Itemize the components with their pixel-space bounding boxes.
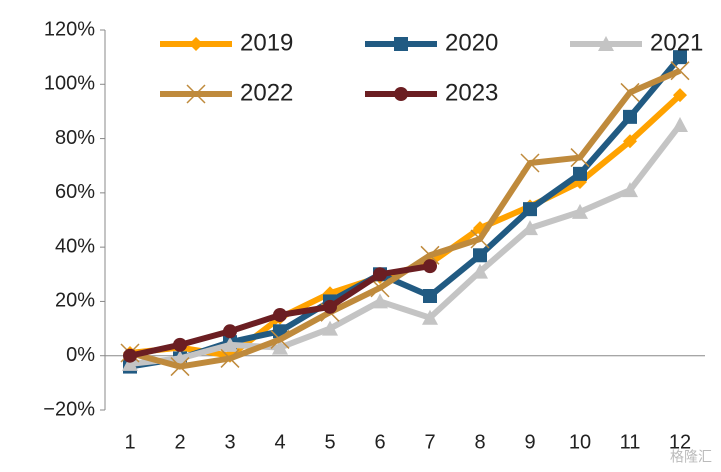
x-tick-label: 10 <box>569 431 591 453</box>
y-tick-label: 20% <box>55 290 95 312</box>
marker <box>570 148 590 168</box>
marker <box>222 336 238 352</box>
marker <box>623 134 637 149</box>
marker <box>273 308 287 322</box>
legend-label: 2019 <box>240 29 293 56</box>
legend-label: 2021 <box>650 29 703 56</box>
marker <box>422 309 438 325</box>
x-tick-label: 3 <box>224 431 235 453</box>
marker <box>470 229 490 249</box>
marker <box>420 245 440 265</box>
marker <box>473 248 487 263</box>
marker <box>186 84 206 104</box>
marker <box>272 339 288 355</box>
watermark: 格隆汇 <box>670 449 712 465</box>
series-line <box>129 55 683 370</box>
marker <box>673 50 687 65</box>
marker <box>270 329 290 349</box>
marker <box>373 267 387 282</box>
marker <box>394 87 408 101</box>
x-tick-label: 6 <box>374 431 385 453</box>
marker <box>189 37 203 51</box>
x-tick-label: 7 <box>424 431 435 453</box>
legend-label: 2023 <box>445 79 498 106</box>
marker <box>620 82 640 102</box>
marker <box>598 36 614 51</box>
marker <box>672 117 688 132</box>
y-tick-label: 120% <box>44 18 95 40</box>
marker <box>170 357 190 377</box>
series-line <box>129 67 682 370</box>
series-line <box>129 123 683 367</box>
x-tick-label: 9 <box>524 431 535 453</box>
marker <box>423 259 437 274</box>
marker <box>523 202 537 217</box>
marker <box>673 88 687 103</box>
x-tick-label: 2 <box>174 431 185 453</box>
marker <box>220 348 240 368</box>
x-tick-label: 5 <box>324 431 335 453</box>
marker <box>122 355 138 371</box>
marker <box>372 293 388 309</box>
marker <box>670 61 690 81</box>
marker <box>173 337 187 352</box>
marker <box>322 320 338 336</box>
marker <box>370 278 390 298</box>
x-tick-label: 12 <box>669 431 691 453</box>
y-tick-label: 80% <box>55 127 95 149</box>
x-tick-label: 11 <box>620 431 641 453</box>
marker <box>323 299 337 314</box>
marker <box>394 37 408 51</box>
marker <box>622 182 638 198</box>
y-tick-label: 0% <box>66 344 95 366</box>
legend-label: 2020 <box>445 29 498 56</box>
x-tick-label: 1 <box>124 431 135 453</box>
y-tick-label: 100% <box>44 73 95 95</box>
marker <box>472 263 488 279</box>
legend-label: 2022 <box>240 79 293 106</box>
x-tick-label: 4 <box>274 431 285 453</box>
marker <box>573 166 587 181</box>
marker <box>572 203 588 219</box>
marker <box>423 289 437 303</box>
x-tick-label: 8 <box>474 431 485 453</box>
y-tick-label: 40% <box>55 235 95 257</box>
y-tick-label: −20% <box>43 398 95 420</box>
marker <box>522 220 538 236</box>
marker <box>623 109 637 124</box>
marker <box>520 153 540 173</box>
marker <box>223 324 237 339</box>
marker <box>123 348 137 363</box>
y-tick-label: 60% <box>55 181 95 203</box>
